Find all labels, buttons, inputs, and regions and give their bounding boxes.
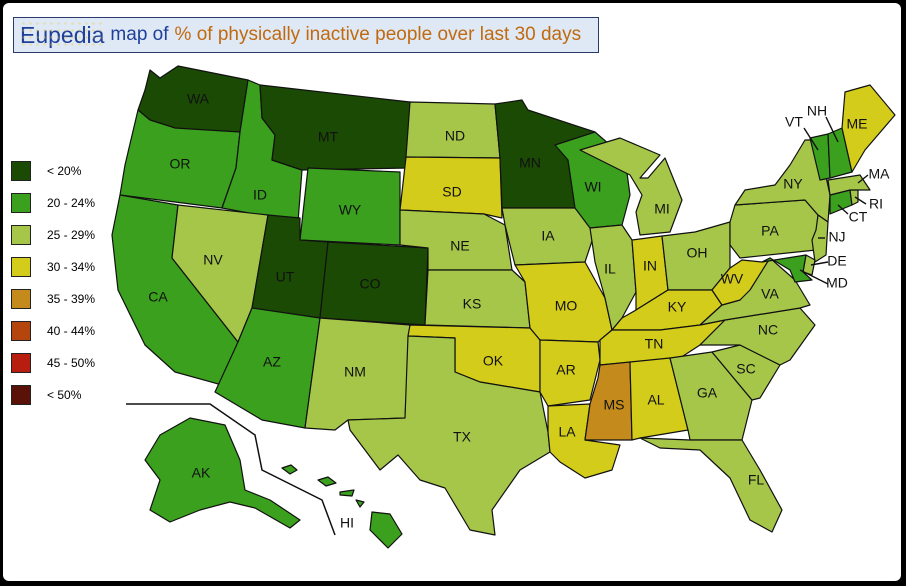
leader-line-vt [803, 127, 819, 151]
state-md[interactable] [761, 254, 813, 283]
leader-line-nh [825, 116, 839, 143]
leader-line-ri [854, 196, 867, 205]
state-label-mo: MO [555, 298, 578, 314]
legend-label: < 20% [47, 164, 82, 178]
state-label-ky: KY [668, 299, 687, 315]
legend-swatch [11, 193, 31, 213]
state-label-ok: OK [483, 353, 504, 369]
legend-swatch [11, 289, 31, 309]
state-ma[interactable] [827, 174, 871, 196]
leader-line-de [810, 261, 829, 266]
state-al[interactable] [629, 357, 689, 441]
state-tx[interactable] [347, 335, 551, 536]
legend-swatch [11, 257, 31, 277]
legend-swatch [11, 385, 31, 405]
state-label-id: ID [253, 187, 267, 203]
legend-label: 20 - 24% [47, 196, 96, 210]
state-mi[interactable] [579, 137, 683, 236]
state-me[interactable] [841, 84, 896, 173]
state-label-tn: TN [645, 336, 664, 352]
state-label-pa: PA [761, 223, 779, 239]
title-subject: % of physically inactive people over las… [174, 24, 582, 45]
state-label-al: AL [647, 392, 664, 408]
legend-swatch [11, 353, 31, 373]
state-label-ga: GA [697, 385, 718, 401]
state-label-nm: NM [344, 364, 366, 380]
state-label-mi: MI [654, 201, 670, 217]
state-label-sd: SD [442, 184, 461, 200]
legend-label: 45 - 50% [47, 356, 96, 370]
state-label-nh: NH [807, 103, 827, 119]
legend-swatch [11, 321, 31, 341]
legend-label: < 50% [47, 388, 82, 402]
legend-label: 35 - 39% [47, 292, 96, 306]
title-prefix: map of [110, 24, 169, 45]
state-label-nd: ND [445, 128, 465, 144]
state-label-wi: WI [584, 179, 601, 195]
state-label-ks: KS [463, 296, 482, 312]
state-label-or: OR [170, 156, 191, 172]
legend-label: 30 - 34% [47, 260, 96, 274]
state-label-ak: AK [192, 465, 211, 481]
map-title: Eupedia map of % of physically inactive … [13, 17, 599, 53]
state-label-ms: MS [604, 397, 625, 413]
state-label-wy: WY [339, 202, 362, 218]
state-label-ny: NY [783, 176, 803, 192]
state-label-wv: WV [721, 271, 744, 287]
state-label-mt: MT [318, 129, 339, 145]
state-ar[interactable] [539, 339, 601, 407]
leader-line-ma [857, 174, 869, 184]
state-label-nc: NC [758, 322, 778, 338]
state-label-la: LA [558, 424, 576, 440]
state-label-az: AZ [263, 354, 281, 370]
state-label-ar: AR [556, 362, 575, 378]
state-fl[interactable] [639, 437, 783, 533]
leader-line-md [799, 269, 829, 285]
state-label-hi: HI [340, 515, 354, 531]
state-label-co: CO [360, 276, 381, 292]
legend-label: 40 - 44% [47, 324, 96, 338]
state-label-nj: NJ [828, 229, 845, 245]
state-label-vt: VT [785, 114, 803, 130]
state-label-ma: MA [869, 166, 891, 182]
state-sd[interactable] [399, 156, 503, 219]
leader-line-ct [837, 204, 849, 215]
state-sc[interactable] [711, 344, 781, 401]
state-ak[interactable] [144, 417, 301, 529]
inset-divider [126, 403, 336, 536]
state-label-in: IN [643, 258, 657, 274]
state-label-mn: MN [519, 155, 541, 171]
brand-logo: Eupedia [20, 19, 105, 48]
state-label-ut: UT [276, 269, 295, 285]
state-label-ct: CT [849, 209, 868, 225]
state-label-wa: WA [187, 91, 210, 107]
state-label-ca: CA [148, 289, 168, 305]
state-label-fl: FL [748, 472, 765, 488]
state-label-tx: TX [453, 429, 472, 445]
state-hi[interactable] [281, 464, 403, 549]
legend-swatch [11, 161, 31, 181]
state-label-de: DE [827, 253, 846, 269]
state-label-me: ME [847, 116, 868, 132]
state-label-sc: SC [736, 361, 755, 377]
state-mt[interactable] [259, 84, 411, 171]
state-label-ia: IA [541, 228, 555, 244]
state-label-md: MD [826, 275, 848, 291]
state-label-oh: OH [687, 245, 708, 261]
legend-label: 25 - 29% [47, 228, 96, 242]
state-label-ne: NE [450, 238, 469, 254]
state-label-ri: RI [869, 196, 883, 212]
state-label-nv: NV [203, 252, 223, 268]
state-label-il: IL [604, 261, 616, 277]
legend-swatch [11, 225, 31, 245]
state-label-va: VA [761, 286, 779, 302]
